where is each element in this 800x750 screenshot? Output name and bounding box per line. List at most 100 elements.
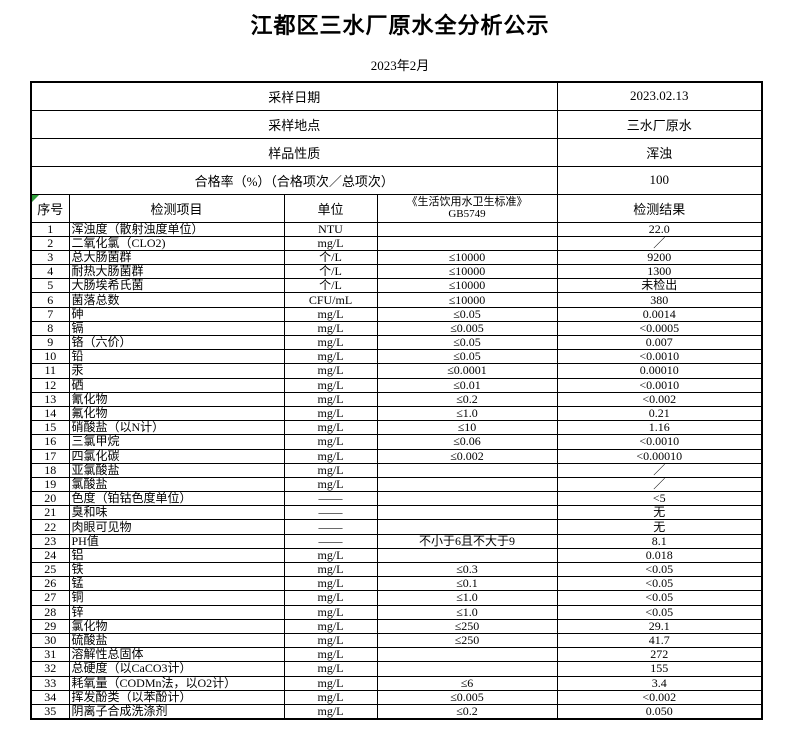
col-header-no: 序号: [30, 193, 70, 223]
standard-limit: [376, 505, 558, 521]
item-name: 锰: [68, 576, 285, 592]
unit: 个/L: [283, 264, 378, 280]
table-row: 14 氟化物 mg/L ≤1.0 0.21: [30, 405, 763, 422]
row-no: 13: [30, 391, 70, 407]
table-row: 34 挥发酚类（以苯酚计） mg/L ≤0.005 <0.002: [30, 689, 763, 705]
item-name: 三氯甲烷: [68, 434, 285, 450]
standard-limit: [376, 235, 558, 251]
unit: mg/L: [283, 363, 378, 379]
unit: mg/L: [283, 391, 378, 407]
result-value: 无: [556, 519, 763, 535]
standard-limit: ≤10: [376, 420, 558, 436]
item-name: 色度（铂钴色度单位）: [68, 491, 285, 507]
row-no: 21: [30, 505, 70, 521]
result-value: <0.05: [556, 561, 763, 578]
table-row: 7 砷 mg/L ≤0.05 0.0014: [30, 306, 763, 322]
standard-limit: ≤0.05: [376, 306, 558, 322]
col-header-standard: 《生活饮用水卫生标准》 GB5749: [376, 193, 558, 223]
result-value: 9200: [556, 249, 763, 266]
unit: mg/L: [283, 576, 378, 592]
row-no: 28: [30, 604, 70, 620]
table-row: 11 汞 mg/L ≤0.0001 0.00010: [30, 363, 763, 379]
standard-limit: ≤1.0: [376, 604, 558, 620]
table-row: 23 PH值 —— 不小于6且不大于9 8.1: [30, 533, 763, 549]
standard-limit: ≤0.0001: [376, 363, 558, 379]
item-name: 耗氧量（CODMn法，以O2计）: [68, 675, 285, 691]
standard-limit: [376, 462, 558, 478]
row-no: 35: [30, 703, 70, 720]
result-value: 29.1: [556, 618, 763, 634]
table-row: 21 臭和味 —— 无: [30, 505, 763, 521]
info-label: 样品性质: [30, 137, 558, 167]
item-name: 砷: [68, 306, 285, 322]
item-name: 四氯化碳: [68, 448, 285, 464]
row-no: 18: [30, 462, 70, 478]
row-no: 24: [30, 547, 70, 564]
table-row: 26 锰 mg/L ≤0.1 <0.05: [30, 576, 763, 592]
standard-limit: ≤1.0: [376, 405, 558, 422]
table-row: 6 菌落总数 CFU/mL ≤10000 380: [30, 292, 763, 308]
standard-limit: ≤250: [376, 632, 558, 649]
table-row: 24 铝 mg/L 0.018: [30, 547, 763, 564]
row-no: 26: [30, 576, 70, 592]
table-row: 33 耗氧量（CODMn法，以O2计） mg/L ≤6 3.4: [30, 675, 763, 691]
row-no: 29: [30, 618, 70, 634]
unit: ——: [283, 519, 378, 535]
item-name: 浑浊度（散射浊度单位）: [68, 221, 285, 237]
row-no: 25: [30, 561, 70, 578]
standard-limit: [376, 647, 558, 663]
unit: mg/L: [283, 320, 378, 337]
result-value: 未检出: [556, 278, 763, 294]
item-name: 锌: [68, 604, 285, 620]
item-name: 铬（六价）: [68, 334, 285, 351]
table-row: 31 溶解性总固体 mg/L 272: [30, 647, 763, 663]
result-value: <0.0010: [556, 349, 763, 365]
row-no: 31: [30, 647, 70, 663]
table-row: 35 阴离子合成洗涤剂 mg/L ≤0.2 0.050: [30, 703, 763, 720]
result-value: 41.7: [556, 632, 763, 649]
info-row: 采样地点 三水厂原水: [30, 109, 763, 139]
info-value: 三水厂原水: [556, 109, 763, 139]
row-no: 1: [30, 221, 70, 237]
standard-limit: ≤0.1: [376, 576, 558, 592]
row-no: 10: [30, 349, 70, 365]
item-name: 大肠埃希氏菌: [68, 278, 285, 294]
result-value: <0.002: [556, 391, 763, 407]
standard-name: 《生活饮用水卫生标准》: [406, 196, 528, 208]
unit: mg/L: [283, 689, 378, 705]
result-value: ／: [556, 235, 763, 251]
info-row: 合格率（%）（合格项次／总项次） 100: [30, 165, 763, 195]
result-value: <0.05: [556, 576, 763, 592]
standard-limit: [376, 491, 558, 507]
item-name: 铅: [68, 349, 285, 365]
result-value: 380: [556, 292, 763, 308]
standard-limit: ≤10000: [376, 264, 558, 280]
result-value: <0.0005: [556, 320, 763, 337]
item-name: 总硬度（以CaCO3计）: [68, 661, 285, 677]
col-header-no-label: 序号: [37, 201, 64, 217]
item-name: 亚氯酸盐: [68, 462, 285, 478]
table-row: 29 氯化物 mg/L ≤250 29.1: [30, 618, 763, 634]
result-value: 8.1: [556, 533, 763, 549]
unit: mg/L: [283, 434, 378, 450]
standard-limit: ≤0.005: [376, 689, 558, 705]
row-no: 3: [30, 249, 70, 266]
standard-limit: ≤1.0: [376, 590, 558, 606]
unit: mg/L: [283, 462, 378, 478]
result-value: 155: [556, 661, 763, 677]
excel-comment-marker-icon: [32, 195, 39, 202]
result-value: ／: [556, 476, 763, 493]
result-value: 272: [556, 647, 763, 663]
col-header-result: 检测结果: [556, 193, 763, 223]
row-no: 9: [30, 334, 70, 351]
standard-limit: ≤0.3: [376, 561, 558, 578]
column-header-section: 序号 检测项目 单位 《生活饮用水卫生标准》 GB5749 检测结果: [30, 193, 763, 223]
item-name: 硝酸盐（以N计）: [68, 420, 285, 436]
standard-limit: ≤10000: [376, 292, 558, 308]
col-header-item: 检测项目: [68, 193, 285, 223]
result-value: 0.018: [556, 547, 763, 564]
table-row: 32 总硬度（以CaCO3计） mg/L 155: [30, 661, 763, 677]
row-no: 5: [30, 278, 70, 294]
row-no: 30: [30, 632, 70, 649]
item-name: 臭和味: [68, 505, 285, 521]
